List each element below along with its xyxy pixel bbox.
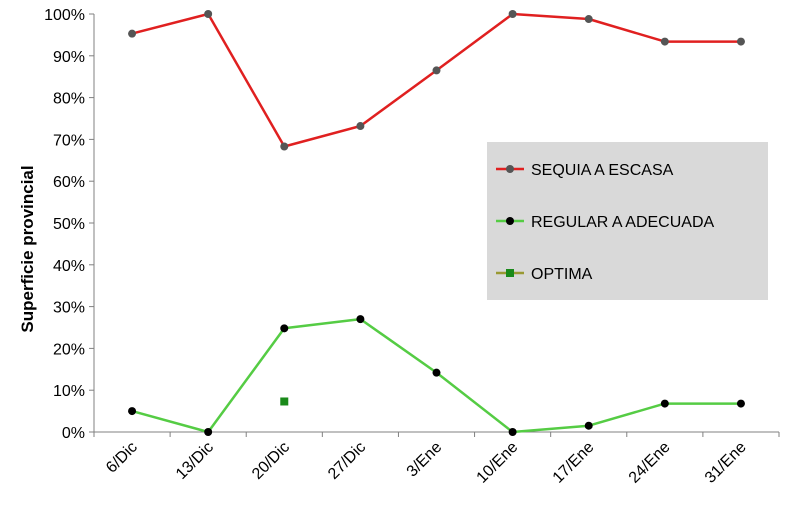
y-tick-label: 80% xyxy=(53,91,85,108)
series-lines xyxy=(128,10,745,436)
legend-box xyxy=(487,142,768,300)
data-point xyxy=(660,399,669,408)
legend-label: SEQUIA A ESCASA xyxy=(531,162,674,179)
data-point xyxy=(736,399,745,408)
data-point xyxy=(736,37,745,46)
series-1 xyxy=(128,10,745,151)
x-tick-label: 17/Ene xyxy=(550,439,598,487)
y-tick-label: 40% xyxy=(53,258,85,275)
x-tick-label: 6/Dic xyxy=(103,439,141,477)
data-point xyxy=(280,142,289,151)
y-tick-label: 20% xyxy=(53,341,85,358)
y-tick-label: 0% xyxy=(62,425,85,442)
x-axis-ticks: 6/Dic 13/Dic 20/Dic 27/Dic 3/Ene 10/Ene 17/Ene… xyxy=(93,432,780,487)
x-tick-label: 10/Ene xyxy=(474,439,522,487)
y-tick-label: 10% xyxy=(53,383,85,400)
x-tick-label: 20/Dic xyxy=(249,439,293,483)
x-tick-label: 13/Dic xyxy=(173,439,217,483)
legend-marker xyxy=(506,217,514,225)
y-axis-label: Superficie provincial xyxy=(18,165,37,332)
data-point xyxy=(356,122,365,131)
data-point xyxy=(204,10,213,18)
data-point xyxy=(356,315,365,324)
x-tick-label: 27/Dic xyxy=(325,439,369,483)
data-point xyxy=(584,421,593,430)
y-tick-label: 90% xyxy=(53,49,85,66)
legend-item: OPTIMA xyxy=(496,266,593,283)
data-point xyxy=(128,407,137,416)
legend-label: OPTIMA xyxy=(531,266,593,283)
data-point xyxy=(508,428,517,436)
legend-label: REGULAR A ADECUADA xyxy=(531,214,715,231)
x-tick-label: 3/Ene xyxy=(404,439,446,481)
x-tick-label: 31/Ene xyxy=(702,439,750,487)
legend: SEQUIA A ESCASA REGULAR A ADECUADA OPTIMA xyxy=(487,142,768,300)
series-3 xyxy=(280,397,289,406)
series-2 xyxy=(128,315,745,436)
data-point xyxy=(432,66,441,75)
legend-marker xyxy=(506,269,514,277)
x-tick-label: 24/Ene xyxy=(626,439,674,487)
data-point xyxy=(508,10,517,18)
y-tick-label: 30% xyxy=(53,300,85,317)
data-point xyxy=(280,324,289,333)
y-axis-ticks: 0% 10% 20% 30% 40% 50% 60% 70% 80% 90% 100% xyxy=(44,7,94,442)
y-tick-label: 50% xyxy=(53,216,85,233)
y-tick-label: 100% xyxy=(44,7,85,24)
y-tick-label: 70% xyxy=(53,132,85,149)
legend-item: REGULAR A ADECUADA xyxy=(496,214,715,231)
legend-marker xyxy=(506,165,514,173)
y-tick-label: 60% xyxy=(53,174,85,191)
data-point xyxy=(432,368,441,377)
data-point xyxy=(280,397,289,406)
data-point xyxy=(128,29,137,38)
data-point xyxy=(204,428,213,436)
data-point xyxy=(660,37,669,46)
legend-item: SEQUIA A ESCASA xyxy=(496,162,674,179)
series-line xyxy=(131,12,741,148)
data-point xyxy=(584,15,593,24)
